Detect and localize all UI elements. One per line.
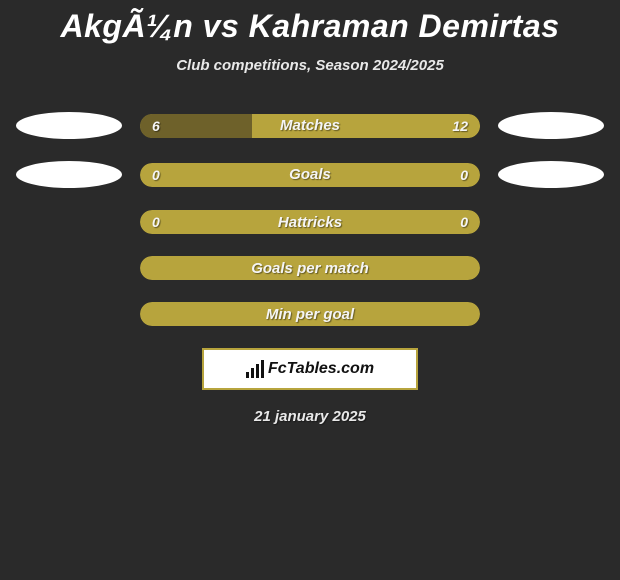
team-badge-left <box>16 112 122 139</box>
stat-row: 612Matches <box>0 112 620 139</box>
stat-bar: Min per goal <box>140 302 480 326</box>
snapshot-date: 21 january 2025 <box>0 408 620 425</box>
team-badge-right <box>498 161 604 188</box>
page-title: AkgÃ¼n vs Kahraman Demirtas <box>0 0 620 45</box>
stat-label: Hattricks <box>140 210 480 234</box>
stat-label: Goals <box>140 163 480 187</box>
stat-label: Matches <box>140 114 480 138</box>
logo-text: FcTables.com <box>268 360 374 378</box>
team-badge-right <box>498 112 604 139</box>
site-logo: FcTables.com <box>202 348 418 390</box>
page-subtitle: Club competitions, Season 2024/2025 <box>0 57 620 74</box>
stat-row: 00Goals <box>0 161 620 188</box>
team-badge-left <box>16 161 122 188</box>
stat-bar: 00Goals <box>140 163 480 187</box>
stat-bar: 612Matches <box>140 114 480 138</box>
stat-row: Min per goal <box>0 302 620 326</box>
stat-row: Goals per match <box>0 256 620 280</box>
bar-chart-icon <box>246 360 264 378</box>
stat-bar: 00Hattricks <box>140 210 480 234</box>
stat-row: 00Hattricks <box>0 210 620 234</box>
stat-rows: 612Matches 00Goals 00Hattricks Goals per ma… <box>0 112 620 326</box>
stat-bar: Goals per match <box>140 256 480 280</box>
stat-label: Min per goal <box>140 302 480 326</box>
stat-label: Goals per match <box>140 256 480 280</box>
